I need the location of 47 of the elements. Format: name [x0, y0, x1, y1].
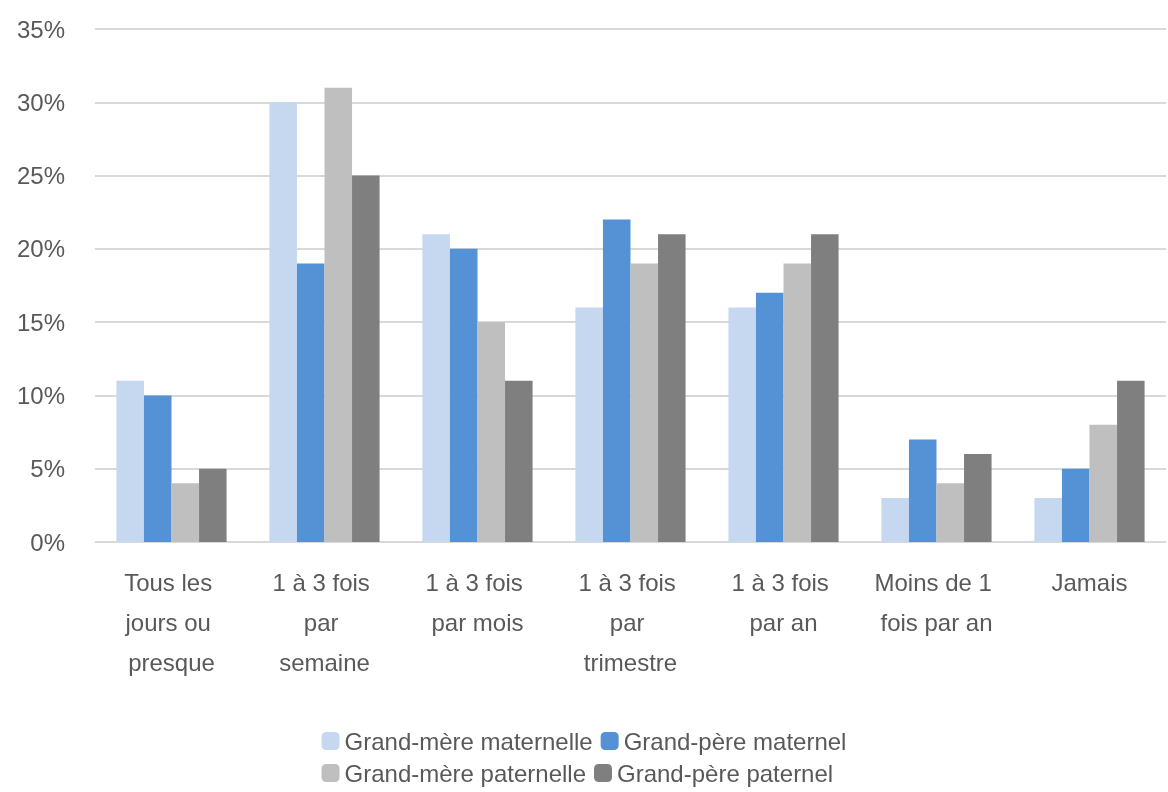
bar: [1034, 498, 1062, 542]
bar: [324, 87, 353, 542]
bar: [783, 263, 812, 542]
x-tick-label: 1 à 3 fois par trimestre: [578, 568, 683, 676]
bar: [116, 380, 144, 542]
y-tick-label: 20%: [16, 235, 65, 263]
x-tick-label: Tous les jours ou presque: [124, 568, 219, 676]
legend-label: Grand-mère paternelle: [344, 759, 587, 787]
bar: [477, 322, 506, 542]
bar: [658, 234, 686, 542]
x-tick-label: Jamais: [1051, 568, 1128, 596]
x-tick-label: 1 à 3 fois par mois: [425, 568, 530, 636]
y-tick-label: 35%: [16, 15, 65, 43]
bar: [199, 468, 227, 542]
bar: [1117, 380, 1145, 542]
bar: [630, 263, 659, 542]
bar: [881, 498, 909, 542]
bar: [964, 454, 992, 542]
bar: [352, 175, 380, 542]
bar: [728, 307, 756, 542]
legend-label: Grand-père paternel: [617, 759, 834, 787]
y-tick-label: 30%: [16, 88, 65, 116]
bar: [171, 483, 200, 542]
x-tick-label: 1 à 3 fois par semaine: [272, 568, 377, 676]
y-tick-label: 10%: [16, 381, 65, 409]
y-tick-label: 15%: [16, 308, 65, 336]
bar: [755, 292, 784, 542]
y-tick-label: 5%: [30, 455, 65, 483]
y-tick-label: 25%: [16, 162, 65, 190]
legend-label: Grand-mère maternelle: [344, 727, 593, 755]
bar: [143, 395, 172, 542]
x-tick-label: 1 à 3 fois par an: [731, 568, 836, 636]
bar: [1061, 468, 1090, 542]
bar: [811, 234, 839, 542]
bar: [505, 380, 533, 542]
y-tick-label: 0%: [30, 528, 65, 556]
bar: [602, 219, 631, 542]
bar: [422, 234, 450, 542]
bar: [908, 439, 937, 542]
legend-label: Grand-père maternel: [623, 727, 847, 755]
bar: [575, 307, 603, 542]
bar: [449, 248, 478, 542]
bar: [936, 483, 965, 542]
x-tick-label: Moins de 1 fois par an: [874, 568, 999, 636]
bar: [1089, 424, 1118, 542]
bar: [269, 102, 297, 542]
bar: [296, 263, 325, 542]
